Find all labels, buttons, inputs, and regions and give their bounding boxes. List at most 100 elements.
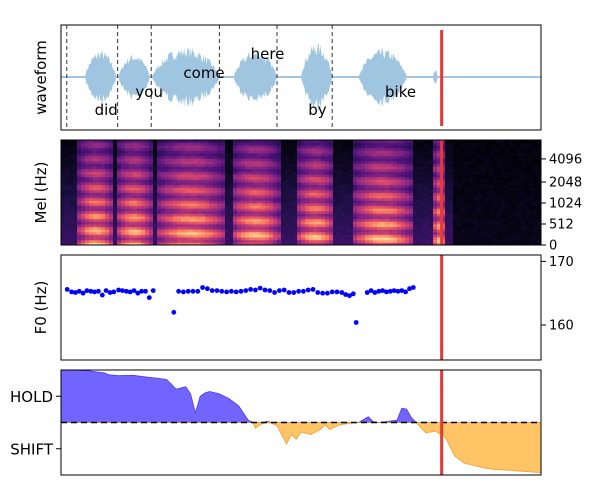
mel-cell: [145, 174, 150, 178]
mel-cell: [445, 171, 450, 175]
mel-cell: [261, 221, 266, 225]
mel-cell: [129, 237, 134, 241]
mel-cell: [109, 147, 114, 151]
mel-cell: [201, 234, 206, 238]
f0-point: [286, 290, 292, 295]
mel-cell: [317, 187, 322, 191]
mel-cell: [369, 163, 374, 167]
mel-cell: [313, 195, 318, 199]
mel-cell: [233, 163, 238, 167]
mel-cell: [365, 158, 370, 162]
mel-cell: [125, 153, 130, 157]
mel-cell: [153, 195, 158, 199]
mel-cell: [189, 158, 194, 162]
mel-cell: [133, 168, 138, 172]
mel-cell: [145, 184, 150, 188]
mel-cell: [517, 224, 522, 228]
mel-cell: [397, 226, 402, 230]
mel-cell: [217, 216, 222, 220]
mel-cell: [77, 231, 82, 235]
mel-cell: [145, 216, 150, 220]
mel-cell: [369, 168, 374, 172]
mel-cell: [77, 145, 82, 149]
mel-cell: [281, 174, 286, 178]
mel-cell: [481, 229, 486, 233]
mel-cell: [209, 216, 214, 220]
mel-cell: [405, 205, 410, 209]
mel-cell: [341, 242, 346, 245]
mel-cell: [425, 153, 430, 157]
mel-cell: [433, 234, 438, 238]
mel-cell: [73, 195, 78, 199]
mel-cell: [137, 195, 142, 199]
mel-cell: [305, 221, 310, 225]
mel-cell: [377, 195, 382, 199]
mel-cell: [141, 229, 146, 233]
mel-cell: [97, 155, 102, 159]
mel-cell: [121, 184, 126, 188]
mel-cell: [493, 140, 498, 144]
mel-cell: [405, 226, 410, 230]
mel-cell: [509, 174, 514, 178]
mel-cell: [505, 239, 510, 243]
mel-cell: [357, 197, 362, 201]
mel-cell: [433, 189, 438, 193]
mel-cell: [317, 239, 322, 243]
mel-cell: [285, 174, 290, 178]
mel-cell: [197, 161, 202, 165]
mel-cell: [137, 176, 142, 180]
mel-cell: [305, 189, 310, 193]
mel-cell: [229, 218, 234, 222]
mel-cell: [137, 179, 142, 183]
f0-point: [350, 291, 356, 297]
mel-cell: [417, 147, 422, 151]
mel-cell: [105, 174, 110, 178]
mel-cell: [457, 166, 462, 170]
mel-cell: [357, 192, 362, 196]
mel-cell: [505, 210, 510, 214]
mel-cell: [485, 179, 490, 183]
mel-cell: [501, 176, 506, 180]
mel-cell: [89, 187, 94, 191]
mel-cell: [369, 142, 374, 146]
mel-cell: [349, 161, 354, 165]
mel-cell: [389, 226, 394, 230]
mel-cell: [389, 192, 394, 196]
mel-cell: [421, 218, 426, 222]
mel-cell: [97, 231, 102, 235]
mel-cell: [209, 174, 214, 178]
mel-cell: [233, 147, 238, 151]
mel-cell: [433, 140, 438, 144]
mel-cell: [121, 155, 126, 159]
mel-cell: [65, 153, 70, 157]
mel-cell: [61, 174, 66, 178]
mel-cell: [125, 218, 130, 222]
mel-cell: [221, 142, 226, 146]
mel-cell: [461, 147, 466, 151]
mel-cell: [125, 192, 130, 196]
mel-cell: [325, 145, 330, 149]
mel-cell: [461, 213, 466, 217]
mel-cell: [345, 205, 350, 209]
mel-cell: [93, 205, 98, 209]
mel-cell: [305, 205, 310, 209]
mel-cell: [89, 166, 94, 170]
mel-cell: [317, 179, 322, 183]
mel-cell: [509, 142, 514, 146]
mel-cell: [513, 153, 518, 157]
mel-cell: [81, 231, 86, 235]
mel-cell: [313, 224, 318, 228]
mel-cell: [221, 140, 226, 144]
mel-cell: [445, 150, 450, 154]
mel-cell: [209, 221, 214, 225]
mel-cell: [309, 147, 314, 151]
mel-cell: [409, 145, 414, 149]
mel-cell: [525, 145, 530, 149]
mel-cell: [457, 239, 462, 243]
mel-cell: [289, 176, 294, 180]
mel-cell: [297, 153, 302, 157]
mel-cell: [341, 239, 346, 243]
mel-cell: [465, 231, 470, 235]
mel-cell: [261, 150, 266, 154]
mel-cell: [517, 242, 522, 245]
